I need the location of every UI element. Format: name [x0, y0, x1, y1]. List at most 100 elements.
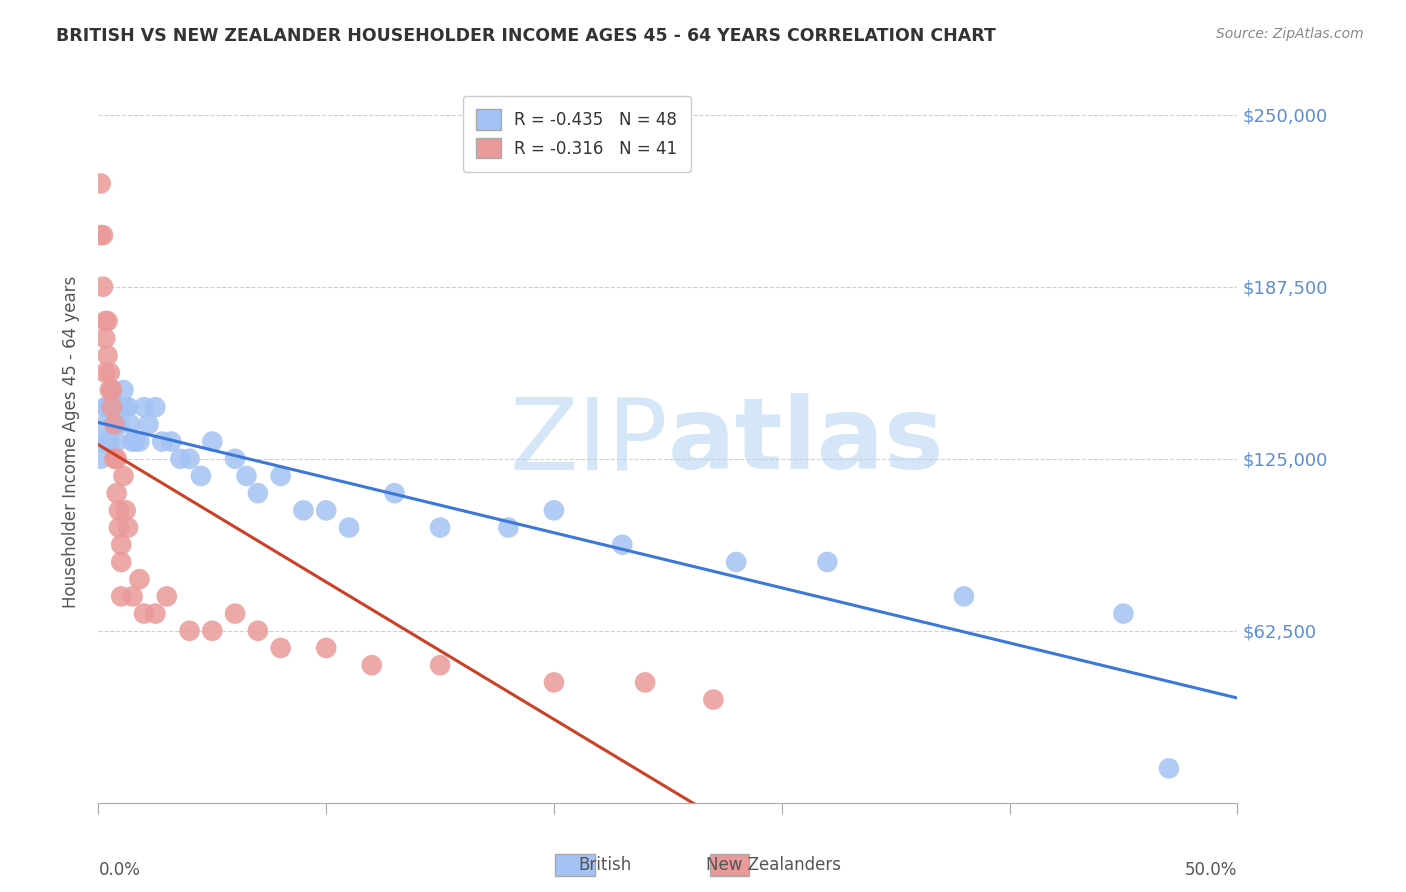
Point: [953, 590, 976, 604]
Point: [246, 486, 269, 500]
Point: [179, 624, 201, 638]
Point: [270, 469, 292, 483]
Point: [94, 366, 117, 380]
Point: [114, 503, 136, 517]
Point: [110, 400, 132, 414]
Text: 0.0%: 0.0%: [98, 861, 141, 879]
Point: [360, 658, 382, 673]
Point: [105, 486, 128, 500]
Point: [138, 417, 160, 432]
Point: [117, 520, 139, 534]
Point: [224, 451, 246, 466]
Point: [150, 434, 173, 449]
Point: [103, 417, 125, 432]
Point: [128, 572, 150, 586]
Point: [543, 675, 565, 690]
Point: [124, 434, 146, 449]
Point: [315, 503, 337, 517]
Point: [101, 383, 124, 397]
Point: [235, 469, 257, 483]
Point: [190, 469, 212, 483]
Point: [96, 434, 118, 449]
Point: [101, 400, 124, 414]
Point: [112, 469, 135, 483]
Point: [98, 366, 121, 380]
Point: [815, 555, 838, 569]
Point: [121, 434, 143, 449]
Point: [224, 607, 246, 621]
Point: [246, 624, 269, 638]
Y-axis label: Householder Income Ages 45 - 64 years: Householder Income Ages 45 - 64 years: [62, 276, 80, 607]
Point: [91, 228, 114, 243]
Point: [145, 607, 167, 621]
Point: [498, 520, 520, 534]
Point: [160, 434, 183, 449]
Text: atlas: atlas: [668, 393, 945, 490]
Bar: [555, 854, 595, 876]
Point: [96, 349, 118, 363]
Point: [90, 228, 112, 243]
Point: [94, 314, 117, 328]
Point: [634, 675, 657, 690]
Point: [337, 520, 360, 534]
Point: [543, 503, 565, 517]
Point: [169, 451, 191, 466]
Point: [179, 451, 201, 466]
Legend: R = -0.435   N = 48, R = -0.316   N = 41: R = -0.435 N = 48, R = -0.316 N = 41: [463, 95, 690, 171]
Point: [725, 555, 748, 569]
Point: [96, 400, 118, 414]
Bar: [710, 854, 749, 876]
Point: [105, 451, 128, 466]
Point: [94, 417, 117, 432]
Point: [90, 177, 112, 191]
Point: [94, 400, 117, 414]
Point: [201, 624, 224, 638]
Point: [315, 640, 337, 655]
Point: [110, 555, 132, 569]
Text: ZIP: ZIP: [509, 393, 668, 490]
Point: [292, 503, 315, 517]
Point: [702, 692, 724, 706]
Point: [108, 520, 131, 534]
Point: [1157, 761, 1180, 775]
Point: [108, 503, 131, 517]
Point: [132, 400, 155, 414]
Point: [101, 400, 124, 414]
Point: [612, 538, 634, 552]
Point: [98, 400, 121, 414]
Point: [114, 400, 136, 414]
Point: [110, 538, 132, 552]
Point: [96, 314, 118, 328]
Point: [1112, 607, 1135, 621]
Point: [101, 383, 124, 397]
Point: [98, 383, 121, 397]
Point: [105, 400, 128, 414]
Text: New Zealanders: New Zealanders: [706, 855, 841, 873]
Point: [103, 451, 125, 466]
Point: [201, 434, 224, 449]
Point: [108, 417, 131, 432]
Point: [110, 590, 132, 604]
Text: British: British: [578, 855, 631, 873]
Point: [120, 417, 142, 432]
Text: Source: ZipAtlas.com: Source: ZipAtlas.com: [1216, 27, 1364, 41]
Point: [429, 658, 451, 673]
Point: [121, 590, 143, 604]
Point: [98, 434, 121, 449]
Point: [105, 434, 128, 449]
Point: [117, 400, 139, 414]
Text: BRITISH VS NEW ZEALANDER HOUSEHOLDER INCOME AGES 45 - 64 YEARS CORRELATION CHART: BRITISH VS NEW ZEALANDER HOUSEHOLDER INC…: [56, 27, 995, 45]
Point: [429, 520, 451, 534]
Point: [94, 331, 117, 345]
Point: [128, 434, 150, 449]
Point: [156, 590, 179, 604]
Point: [132, 607, 155, 621]
Point: [145, 400, 167, 414]
Point: [270, 640, 292, 655]
Point: [91, 434, 114, 449]
Point: [112, 383, 135, 397]
Point: [90, 451, 112, 466]
Point: [91, 279, 114, 293]
Point: [103, 417, 125, 432]
Point: [384, 486, 406, 500]
